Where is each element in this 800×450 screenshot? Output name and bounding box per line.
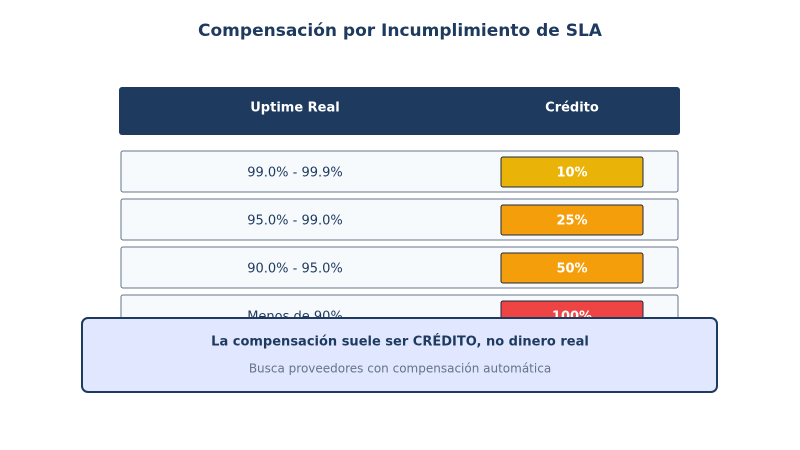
- credit-cell: 50%: [556, 262, 587, 277]
- header-cell: Uptime Real: [250, 101, 339, 116]
- callout-title: La compensación suele ser CRÉDITO, no di…: [211, 334, 589, 350]
- callout-box: [81, 317, 718, 393]
- range-cell: 99.0% - 99.9%: [247, 166, 343, 181]
- credit-cell: 10%: [556, 166, 587, 181]
- credit-cell: 25%: [556, 214, 587, 229]
- credit-badge: [500, 204, 644, 236]
- title: Compensación por Incumplimiento de SLA: [198, 21, 603, 41]
- table-header: [119, 87, 680, 135]
- range-cell: 90.0% - 95.0%: [247, 262, 343, 277]
- callout-subtitle: Busca proveedores con compensación autom…: [249, 362, 551, 376]
- credit-badge: [500, 156, 644, 188]
- credit-badge: [500, 252, 644, 284]
- range-cell: 95.0% - 99.0%: [247, 214, 343, 229]
- header-cell: Crédito: [545, 101, 599, 116]
